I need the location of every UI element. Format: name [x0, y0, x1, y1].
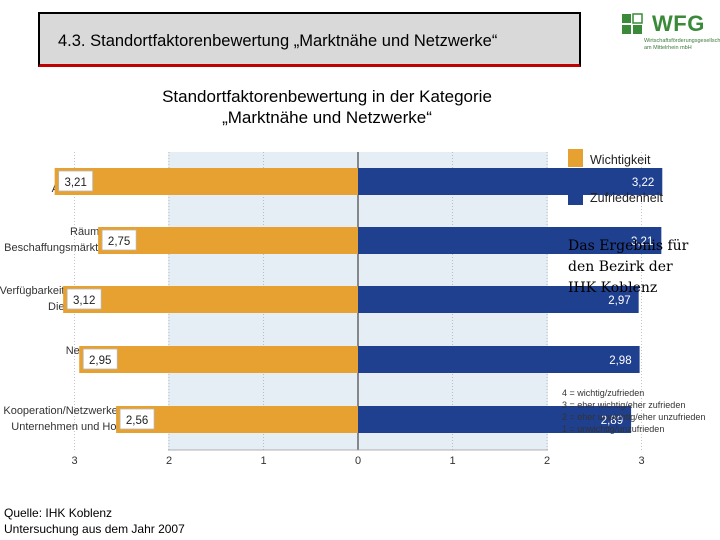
bar-wichtigkeit	[54, 168, 358, 195]
x-tick-label: 1	[260, 455, 266, 467]
value-box-wichtigkeit	[82, 348, 118, 370]
note-line2: den Bezirk der	[568, 259, 673, 275]
subtitle-line1: Standortfaktorenbewertung in der Kategor…	[162, 87, 492, 106]
data-label-zufriedenheit: 2,97	[608, 295, 630, 307]
logo-text: WFG	[652, 11, 705, 36]
scale-legend-item: 2 = eher unwichtig/eher unzufrieden	[562, 412, 705, 422]
x-tick-label: 2	[544, 455, 550, 467]
source-line1: Quelle: IHK Koblenz	[4, 506, 113, 520]
scale-legend-item: 4 = wichtig/zufrieden	[562, 388, 644, 398]
data-label-zufriedenheit: 2,98	[609, 355, 631, 367]
value-box-wichtigkeit	[66, 288, 102, 310]
bar-zufriedenheit	[358, 286, 639, 313]
data-label-wichtigkeit: 2,56	[126, 415, 148, 427]
x-tick-label: 1	[449, 455, 455, 467]
data-label-zufriedenheit: 2,89	[601, 415, 623, 427]
value-box-wichtigkeit	[58, 170, 94, 192]
bar-wichtigkeit	[98, 227, 358, 254]
header-banner: 4.3. Standortfaktorenbewertung „Marktnäh…	[38, 12, 581, 67]
bar-zufriedenheit	[358, 227, 662, 254]
data-label-wichtigkeit: 3,12	[73, 295, 95, 307]
scale-legend-item: 3 = eher wichtig/eher zufrieden	[562, 400, 685, 410]
logo-mark-icon	[622, 13, 643, 34]
page-title: 4.3. Standortfaktorenbewertung „Marktnäh…	[58, 32, 498, 50]
wfg-logo: WFG Wirtschaftsförderungsgesellschaft am…	[620, 10, 720, 65]
chart-subtitle: Standortfaktorenbewertung in der Kategor…	[0, 86, 654, 128]
data-label-zufriedenheit: 3,22	[632, 177, 654, 189]
bar-wichtigkeit	[63, 286, 358, 313]
bar-zufriedenheit	[358, 346, 640, 373]
x-tick-label: 0	[355, 455, 361, 467]
legend-swatch-zufriedenheit	[568, 187, 583, 205]
x-tick-label: 3	[638, 455, 644, 467]
scale-legend-item: 1 = unwichtig/unzufrieden	[562, 424, 664, 434]
x-tick-label: 2	[166, 455, 172, 467]
source-line2: Untersuchung aus dem Jahr 2007	[4, 522, 185, 536]
bar-zufriedenheit	[358, 168, 663, 195]
value-box-wichtigkeit	[119, 408, 155, 430]
data-label-zufriedenheit: 3,21	[631, 236, 653, 248]
logo-subtext-line2: am Mittelrhein mbH	[644, 45, 692, 51]
data-label-wichtigkeit: 2,95	[89, 355, 111, 367]
data-label-wichtigkeit: 3,21	[64, 177, 86, 189]
subtitle-line2: „Marktnähe und Netzwerke“	[222, 108, 432, 127]
legend-swatch-wichtigkeit	[568, 149, 583, 167]
source-note: Quelle: IHK Koblenz Untersuchung aus dem…	[4, 505, 185, 537]
note-line1: Das Ergebnis für	[568, 238, 689, 254]
result-note: Das Ergebnis für den Bezirk der IHK Kobl…	[568, 236, 718, 299]
bar-chart: Räumliche Nähe zuAbsatzmärkten/Kunden3,2…	[0, 149, 705, 467]
logo-subtext-line1: Wirtschaftsförderungsgesellschaft	[644, 38, 720, 44]
legend-label-wichtigkeit: Wichtigkeit	[590, 153, 651, 167]
x-tick-label: 3	[71, 455, 77, 467]
bar-zufriedenheit	[358, 406, 632, 433]
note-line3: IHK Koblenz	[568, 280, 658, 296]
value-box-wichtigkeit	[101, 229, 137, 251]
bar-wichtigkeit	[116, 406, 358, 433]
bar-wichtigkeit	[79, 346, 358, 373]
data-label-wichtigkeit: 2,75	[108, 236, 130, 248]
legend-label-zufriedenheit: Zufriedenheit	[590, 191, 663, 205]
logo-subtext: Wirtschaftsförderungsgesellschaft am Mit…	[644, 38, 720, 52]
